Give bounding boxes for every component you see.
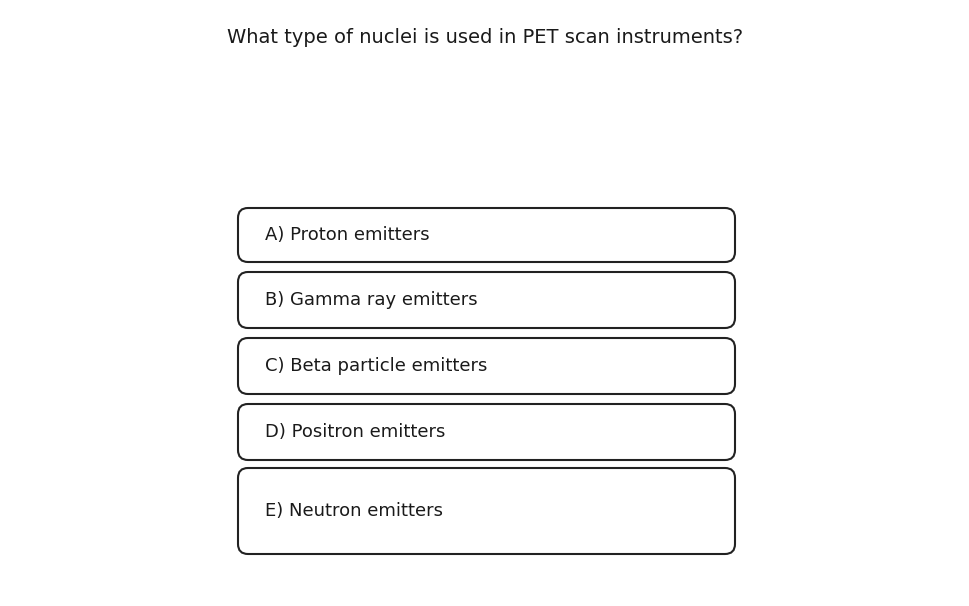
- FancyBboxPatch shape: [237, 338, 735, 394]
- FancyBboxPatch shape: [237, 208, 735, 262]
- FancyBboxPatch shape: [237, 404, 735, 460]
- FancyBboxPatch shape: [237, 468, 735, 554]
- FancyBboxPatch shape: [237, 272, 735, 328]
- Text: B) Gamma ray emitters: B) Gamma ray emitters: [265, 291, 477, 309]
- Text: D) Positron emitters: D) Positron emitters: [265, 423, 445, 441]
- Text: E) Neutron emitters: E) Neutron emitters: [265, 502, 443, 520]
- Text: A) Proton emitters: A) Proton emitters: [265, 226, 429, 244]
- Text: What type of nuclei is used in PET scan instruments?: What type of nuclei is used in PET scan …: [227, 28, 742, 47]
- Text: C) Beta particle emitters: C) Beta particle emitters: [265, 357, 486, 375]
